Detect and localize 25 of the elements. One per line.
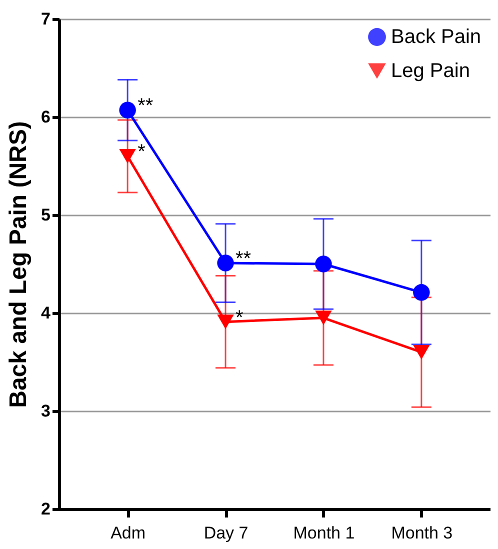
y-tick-label: 5 bbox=[41, 206, 50, 224]
point bbox=[119, 148, 136, 164]
y-axis-title: Back and Leg Pain (NRS) bbox=[5, 121, 32, 408]
x-tick-label: Day 7 bbox=[204, 524, 248, 542]
point bbox=[413, 284, 430, 301]
point bbox=[315, 256, 332, 272]
point bbox=[413, 344, 430, 360]
annotation: ** bbox=[138, 95, 154, 118]
y-tick-label: 7 bbox=[41, 10, 50, 28]
y-tick-label: 6 bbox=[41, 108, 50, 126]
point bbox=[217, 314, 234, 330]
x-tick-label: Month 3 bbox=[391, 524, 453, 542]
point bbox=[217, 254, 234, 272]
x-tick-label: Month 1 bbox=[293, 524, 355, 542]
point bbox=[119, 102, 136, 118]
legend-label: Leg Pain bbox=[391, 60, 470, 82]
annotation: ** bbox=[236, 248, 252, 270]
y-tick-label: 4 bbox=[41, 304, 52, 322]
legend-label: Back Pain bbox=[391, 26, 482, 48]
annotation: * bbox=[138, 141, 146, 164]
y-tick-label: 2 bbox=[41, 500, 50, 518]
annotation: * bbox=[236, 306, 244, 329]
x-tick-label: Adm bbox=[110, 524, 146, 542]
y-tick-label: 3 bbox=[41, 402, 50, 420]
point bbox=[315, 310, 332, 326]
